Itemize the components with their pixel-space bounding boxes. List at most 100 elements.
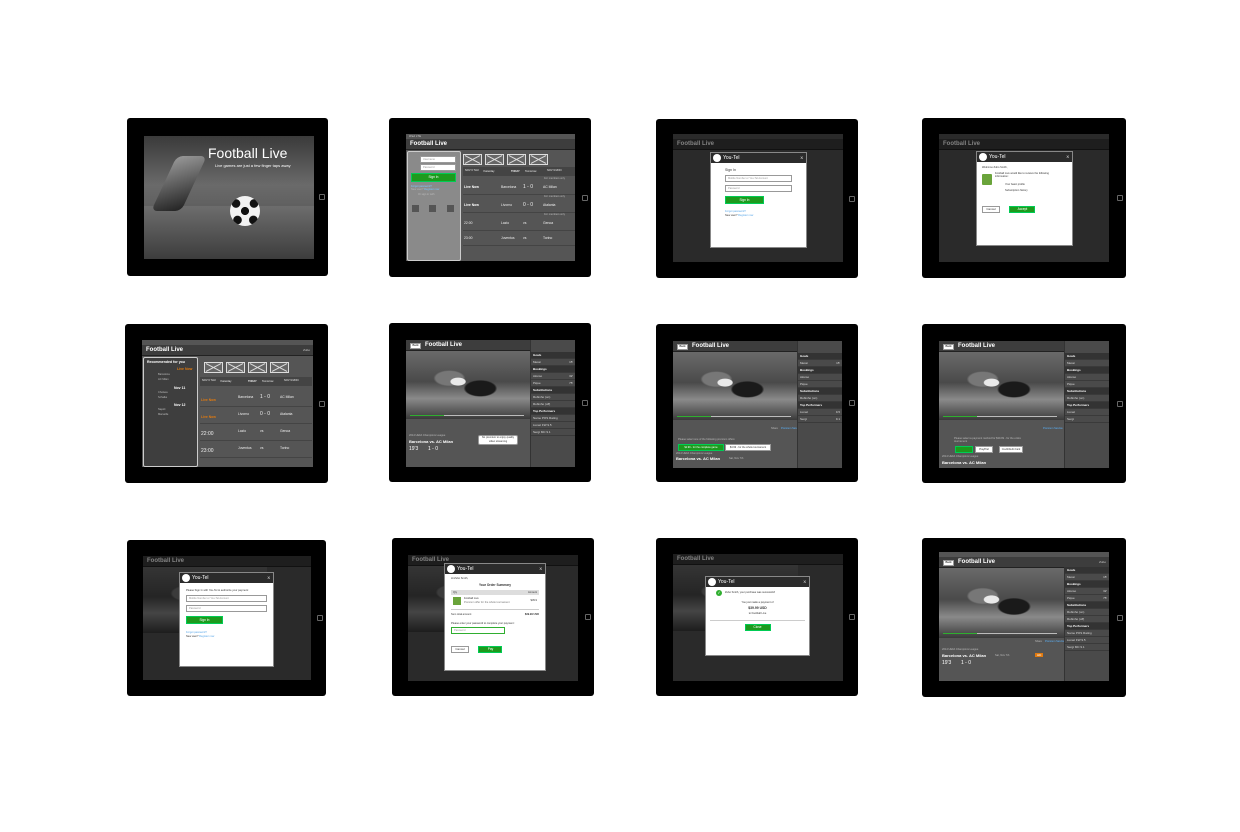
tablet-recommended: Football Live Zubo Recommended for you Li… bbox=[125, 324, 328, 483]
banner-placeholder[interactable] bbox=[204, 362, 223, 373]
select-payment-text: Please select a payment method for $39.9… bbox=[954, 437, 1021, 443]
share-button[interactable]: Share bbox=[771, 427, 778, 430]
banner-placeholder[interactable] bbox=[463, 154, 482, 165]
pay-button[interactable]: Pay bbox=[478, 646, 503, 653]
banner-placeholder[interactable] bbox=[485, 154, 504, 165]
date-tab[interactable]: NOV 6 THU bbox=[202, 379, 216, 382]
close-icon[interactable]: X bbox=[539, 566, 542, 571]
accept-button[interactable]: Accept bbox=[1009, 206, 1036, 213]
seek-bar[interactable] bbox=[943, 633, 1057, 634]
match-score: 1 - 0 bbox=[260, 394, 271, 400]
banner-placeholder[interactable] bbox=[270, 362, 289, 373]
close-icon[interactable]: X bbox=[803, 579, 806, 584]
username-input[interactable]: Username bbox=[420, 156, 456, 163]
date-tab[interactable]: Yesterday bbox=[220, 380, 232, 383]
back-button[interactable]: Back bbox=[943, 560, 954, 566]
video-player[interactable] bbox=[673, 352, 797, 420]
mobile-pay-button[interactable] bbox=[955, 446, 973, 453]
offer-tournament-button[interactable]: $4.99 - for the whole tournament bbox=[725, 444, 771, 451]
date-tab[interactable]: NOV 9 MON bbox=[284, 379, 299, 382]
password-input[interactable]: Password bbox=[451, 627, 505, 634]
subs-heading: Substitutions bbox=[531, 387, 575, 394]
back-button[interactable]: Back bbox=[410, 343, 421, 349]
credit-card-button[interactable]: Credit/Debit Card bbox=[999, 446, 1023, 453]
top-rating: 9.5 bbox=[547, 423, 552, 427]
seek-bar[interactable] bbox=[677, 416, 791, 417]
match-row[interactable]: Live Now Barcelona 1 - 0 AC Milan bbox=[463, 180, 575, 195]
top-performers-heading: Top Performers bbox=[798, 402, 842, 409]
offer-game-button[interactable]: $1.99 - for the complete game bbox=[678, 444, 724, 451]
forgot-password-link[interactable]: Forgot password? bbox=[725, 210, 746, 213]
sign-in-button[interactable]: Sign In bbox=[725, 196, 764, 204]
match-row[interactable]: Live Now Livorno 0 - 0 Atalanta bbox=[200, 407, 312, 424]
banner-placeholder[interactable] bbox=[248, 362, 267, 373]
match-title: Barcelona vs. AC Milan bbox=[409, 439, 454, 444]
away-team: Torino bbox=[543, 236, 553, 240]
date-tab[interactable]: Tomorrow bbox=[262, 380, 274, 383]
match-row[interactable]: 23:00 Juventus vs Torino bbox=[463, 231, 575, 246]
top-name: Sergi bbox=[1067, 645, 1075, 649]
sign-in-button[interactable]: Sign In bbox=[186, 616, 223, 624]
phone-input[interactable]: Mobile Number or You-Tel Account bbox=[725, 175, 792, 182]
top-rating: 9.5 bbox=[1081, 638, 1086, 642]
match-row[interactable]: 22:00 Lazio vs Genoa bbox=[463, 216, 575, 231]
video-player[interactable] bbox=[939, 352, 1064, 420]
video-player[interactable] bbox=[406, 351, 530, 419]
register-link[interactable]: Register now bbox=[424, 188, 440, 191]
twitter-bird-icon[interactable] bbox=[446, 205, 454, 212]
premium-button[interactable]: Premium Service bbox=[1043, 427, 1063, 430]
modal-heading: Sign In bbox=[725, 168, 736, 172]
bookings-heading: Bookings bbox=[531, 366, 575, 373]
close-button[interactable]: Close bbox=[744, 624, 771, 631]
premium-button[interactable]: Premium Service bbox=[1045, 640, 1065, 643]
banner-placeholder[interactable] bbox=[226, 362, 245, 373]
goal-minute: 15' bbox=[1103, 575, 1107, 579]
date-tab[interactable]: Yesterday bbox=[483, 170, 495, 173]
cancel-button[interactable]: Cancel bbox=[451, 646, 469, 653]
register-link[interactable]: Register now bbox=[738, 214, 754, 217]
rec-away-team: Marseille bbox=[158, 413, 169, 416]
new-user-label: New user? bbox=[186, 635, 199, 638]
home-team: Juventus bbox=[238, 446, 252, 450]
register-link[interactable]: Register now bbox=[199, 635, 215, 638]
date-tab[interactable]: NOV 6 THU bbox=[465, 169, 479, 172]
seek-bar[interactable] bbox=[410, 415, 524, 416]
forgot-password-link[interactable]: Forgot password? bbox=[186, 631, 207, 634]
match-row[interactable]: Live Now Barcelona 1 - 0 AC Milan bbox=[200, 390, 312, 407]
paypal-button[interactable]: PayPal bbox=[975, 446, 993, 453]
user-name[interactable]: Zubo bbox=[303, 348, 310, 352]
back-button[interactable]: Back bbox=[677, 344, 688, 350]
date-tab-today[interactable]: TODAY bbox=[248, 380, 257, 383]
forgot-password-link[interactable]: Forgot password? bbox=[411, 185, 432, 188]
banner-placeholder[interactable] bbox=[507, 154, 526, 165]
home-team: Barcelona bbox=[238, 395, 254, 399]
banner-placeholder[interactable] bbox=[529, 154, 548, 165]
match-row[interactable]: 22:00 Lazio vs Genoa bbox=[200, 424, 312, 441]
close-icon[interactable]: X bbox=[1066, 154, 1069, 159]
cancel-button[interactable]: Cancel bbox=[982, 206, 1000, 213]
close-icon[interactable]: X bbox=[800, 155, 803, 160]
password-input[interactable]: Password bbox=[420, 164, 456, 171]
password-input[interactable]: Password bbox=[186, 605, 267, 612]
date-tab-today[interactable]: TODAY bbox=[511, 170, 520, 173]
date-tab[interactable]: NOV 9 MON bbox=[547, 169, 562, 172]
close-icon[interactable]: X bbox=[267, 575, 270, 580]
phone-input[interactable]: Mobile Number or You-Tel Account bbox=[186, 595, 267, 602]
share-button[interactable]: Share bbox=[1035, 640, 1042, 643]
recommended-title: Recommended for you bbox=[147, 360, 185, 364]
back-button[interactable]: Back bbox=[943, 344, 954, 350]
premium-button[interactable]: Premium Service bbox=[781, 427, 801, 430]
password-input[interactable]: Password bbox=[725, 185, 792, 192]
video-player[interactable] bbox=[939, 568, 1064, 638]
date-tab[interactable]: Tomorrow bbox=[525, 170, 537, 173]
match-row[interactable]: 23:00 Juventus vs Torino bbox=[200, 441, 312, 458]
user-name[interactable]: Zubo bbox=[1099, 560, 1106, 564]
sign-in-button[interactable]: Sign In bbox=[411, 173, 456, 182]
match-row[interactable]: Live Now Livorno 0 - 0 Atalanta bbox=[463, 198, 575, 213]
twitter-icon[interactable] bbox=[412, 205, 419, 212]
recommended-panel: Recommended for you Live Now Barcelona AC… bbox=[143, 357, 198, 467]
seek-bar[interactable] bbox=[943, 416, 1057, 417]
facebook-icon[interactable] bbox=[429, 205, 437, 212]
qty-header: Qty bbox=[453, 591, 458, 594]
